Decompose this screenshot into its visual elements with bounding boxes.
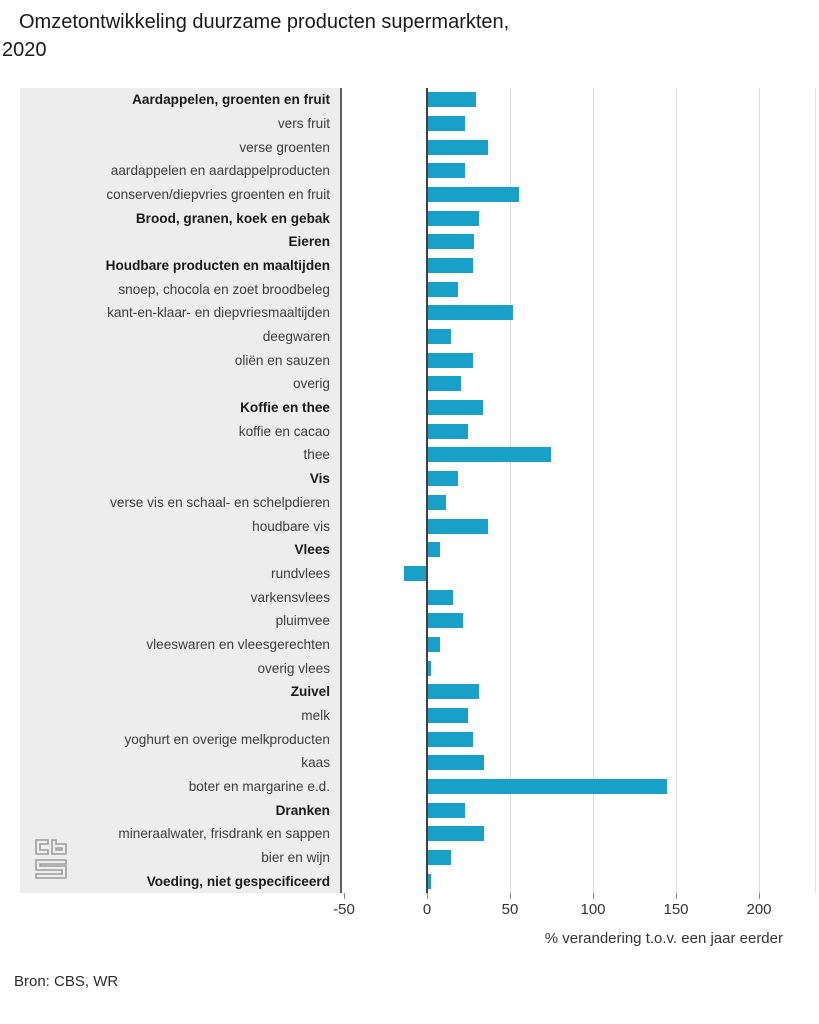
bar	[428, 92, 477, 108]
bar	[428, 613, 463, 629]
bar	[428, 305, 513, 321]
plot-right-edge	[815, 88, 816, 893]
category-label: Eieren	[288, 234, 330, 250]
bar-chart: Aardappelen, groenten en fruit vers fruit…	[20, 88, 817, 947]
plot-area: % verandering t.o.v. een jaar eerder -50…	[333, 88, 817, 947]
bar	[428, 139, 488, 155]
category-label: deegwaren	[262, 329, 330, 345]
zero-axis-line	[426, 88, 428, 893]
source-note: Bron: CBS, WR	[14, 973, 119, 990]
page-title-line1: Omzetontwikkeling duurzame producten sup…	[19, 11, 510, 33]
gridline-50	[510, 88, 511, 893]
bar	[404, 565, 426, 581]
category-label: overig vlees	[257, 660, 330, 676]
category-label: Zuivel	[290, 684, 330, 700]
bar	[428, 684, 480, 700]
bar	[428, 329, 452, 345]
category-label: verse vis en schaal- en schelpdieren	[110, 494, 330, 510]
category-label: Voeding, niet gespecificeerd	[146, 873, 330, 889]
category-label-panel: Aardappelen, groenten en fruit vers fruit…	[20, 88, 342, 893]
x-tick-mark	[344, 893, 345, 899]
x-tick-label: 150	[663, 901, 689, 918]
category-label: conserven/diepvries groenten en fruit	[106, 187, 330, 203]
bar	[428, 826, 485, 842]
category-label: vleeswaren en vleesgerechten	[146, 636, 330, 652]
bar	[428, 447, 551, 463]
bar	[428, 707, 468, 723]
x-tick-label: -50	[333, 901, 355, 918]
category-label: verse groenten	[239, 139, 330, 155]
bar	[428, 873, 432, 889]
category-label: mineraalwater, frisdrank en sappen	[118, 826, 330, 842]
category-label: Brood, granen, koek en gebak	[135, 210, 330, 226]
x-tick-mark	[593, 893, 594, 899]
bar	[428, 636, 440, 652]
category-label: yoghurt en overige melkproducten	[124, 731, 330, 747]
category-label: varkensvlees	[250, 589, 330, 605]
category-label: Vlees	[294, 542, 330, 558]
category-label: melk	[301, 707, 330, 723]
bar	[428, 116, 465, 131]
bar	[428, 518, 488, 534]
bar	[428, 258, 473, 274]
x-tick-mark	[676, 893, 677, 899]
x-tick-label: 0	[422, 901, 432, 918]
bar	[428, 802, 465, 818]
bar	[428, 376, 462, 392]
category-label: Houdbare producten en maaltijden	[105, 258, 330, 274]
category-label: thee	[303, 447, 330, 463]
bar	[428, 163, 465, 179]
cbs-logo-icon	[35, 839, 67, 879]
x-tick-mark	[510, 893, 511, 899]
category-label: vers fruit	[277, 116, 330, 131]
bar	[428, 542, 440, 558]
category-label: pluimvee	[275, 613, 330, 629]
x-tick-label: 100	[580, 901, 606, 918]
bar	[428, 187, 520, 203]
gridline-150	[676, 88, 677, 893]
category-label: overig	[292, 376, 330, 392]
category-label: Dranken	[275, 802, 330, 818]
bar	[428, 494, 447, 510]
category-label: Aardappelen, groenten en fruit	[132, 92, 330, 108]
bar	[428, 849, 452, 865]
category-label: aardappelen en aardappelproducten	[110, 163, 330, 179]
category-label: rundvlees	[271, 565, 330, 581]
bar	[428, 210, 480, 226]
gridline-100	[593, 88, 594, 893]
bar	[428, 778, 668, 794]
bar	[428, 234, 475, 250]
bar	[428, 400, 483, 416]
category-label: bier en wijn	[261, 849, 330, 865]
bar	[428, 660, 432, 676]
bar	[428, 731, 473, 747]
bar	[428, 589, 453, 605]
bar	[428, 352, 473, 368]
category-label: Vis	[309, 471, 330, 487]
category-label: kaas	[301, 755, 330, 771]
page-title-line2: 2020	[2, 39, 47, 61]
x-axis-label: % verandering t.o.v. een jaar eerder	[544, 930, 783, 947]
category-label: houdbare vis	[252, 518, 330, 534]
x-tick-mark	[427, 893, 428, 899]
category-label: oliën en sauzen	[234, 352, 330, 368]
bar	[428, 281, 458, 297]
x-tick-label: 200	[746, 901, 772, 918]
category-label: snoep, chocola en zoet broodbeleg	[118, 281, 330, 297]
page-title: Omzetontwikkeling duurzame producten sup…	[2, 8, 509, 64]
x-tick-label: 50	[501, 901, 519, 918]
bar	[428, 755, 485, 771]
category-label: Koffie en thee	[240, 400, 330, 416]
gridline-200	[759, 88, 760, 893]
category-label: boter en margarine e.d.	[188, 778, 330, 794]
x-tick-mark	[759, 893, 760, 899]
bar	[428, 423, 468, 439]
category-label: koffie en cacao	[238, 423, 330, 439]
bar	[428, 471, 458, 487]
category-label: kant-en-klaar- en diepvriesmaaltijden	[107, 305, 330, 321]
